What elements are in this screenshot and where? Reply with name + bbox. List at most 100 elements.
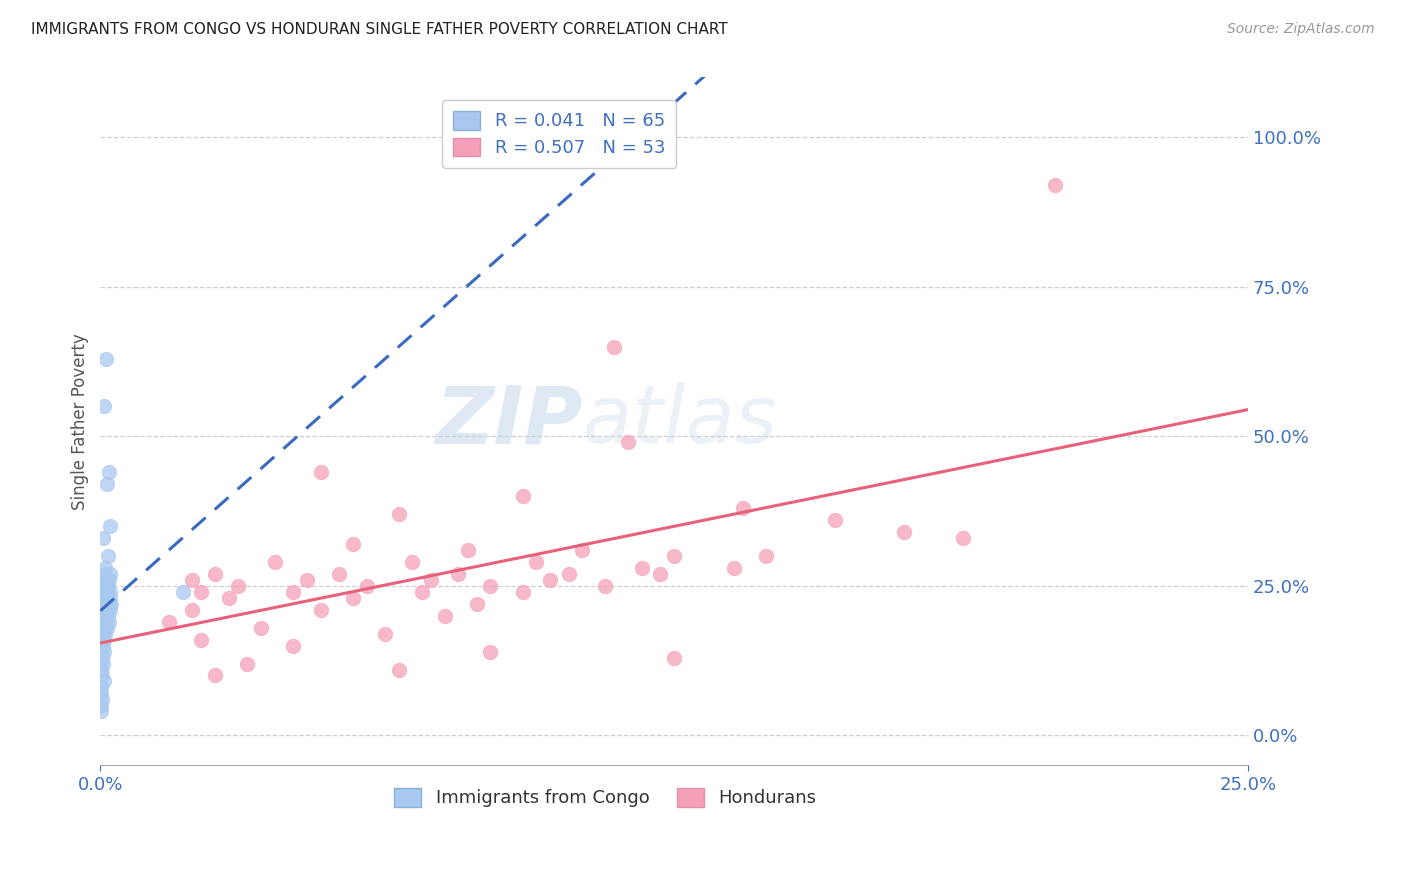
Point — [97, 591, 120, 605]
Point — [90, 591, 112, 605]
Point — [479, 644, 502, 658]
Point — [952, 531, 974, 545]
Point — [90, 650, 112, 665]
Point — [263, 555, 285, 569]
Point — [401, 555, 423, 569]
Point — [281, 584, 304, 599]
Point — [512, 489, 534, 503]
Point — [309, 465, 332, 479]
Point — [603, 340, 626, 354]
Point — [100, 597, 122, 611]
Point — [96, 621, 118, 635]
Point — [97, 615, 120, 629]
Point — [98, 584, 121, 599]
Point — [91, 639, 114, 653]
Point — [97, 579, 120, 593]
Point — [98, 603, 121, 617]
Point — [91, 668, 114, 682]
Point — [90, 692, 112, 706]
Point — [90, 626, 112, 640]
Point — [94, 608, 117, 623]
Point — [94, 561, 117, 575]
Point — [631, 561, 654, 575]
Point — [93, 621, 115, 635]
Point — [93, 400, 115, 414]
Point — [457, 542, 479, 557]
Point — [650, 566, 672, 581]
Point — [91, 591, 114, 605]
Text: ZIP: ZIP — [434, 383, 582, 460]
Point — [100, 591, 122, 605]
Point — [295, 573, 318, 587]
Point — [342, 591, 364, 605]
Point — [97, 465, 120, 479]
Point — [93, 603, 115, 617]
Point — [90, 698, 112, 713]
Point — [93, 597, 115, 611]
Point — [593, 579, 616, 593]
Point — [204, 668, 226, 682]
Point — [90, 615, 112, 629]
Point — [388, 507, 411, 521]
Point — [755, 549, 778, 563]
Point — [96, 603, 118, 617]
Point — [90, 639, 112, 653]
Point — [94, 615, 117, 629]
Point — [433, 608, 456, 623]
Point — [100, 519, 122, 533]
Point — [90, 663, 112, 677]
Point — [90, 608, 112, 623]
Point — [91, 657, 114, 671]
Point — [91, 626, 114, 640]
Point — [557, 566, 579, 581]
Point — [91, 632, 114, 647]
Point — [93, 644, 115, 658]
Point — [374, 626, 396, 640]
Point — [97, 573, 120, 587]
Point — [1043, 178, 1066, 193]
Point — [204, 566, 226, 581]
Point — [662, 650, 685, 665]
Point — [94, 591, 117, 605]
Point — [419, 573, 441, 587]
Point — [388, 663, 411, 677]
Point — [97, 549, 120, 563]
Point — [662, 549, 685, 563]
Point — [91, 608, 114, 623]
Point — [90, 621, 112, 635]
Point — [91, 531, 114, 545]
Y-axis label: Single Father Poverty: Single Father Poverty — [72, 333, 89, 509]
Point — [479, 579, 502, 593]
Point — [731, 501, 754, 516]
Point — [94, 579, 117, 593]
Point — [356, 579, 378, 593]
Point — [91, 584, 114, 599]
Point — [91, 579, 114, 593]
Point — [447, 566, 470, 581]
Text: IMMIGRANTS FROM CONGO VS HONDURAN SINGLE FATHER POVERTY CORRELATION CHART: IMMIGRANTS FROM CONGO VS HONDURAN SINGLE… — [31, 22, 728, 37]
Point — [94, 351, 117, 366]
Point — [90, 597, 112, 611]
Legend: Immigrants from Congo, Hondurans: Immigrants from Congo, Hondurans — [387, 780, 824, 814]
Point — [93, 632, 115, 647]
Point — [512, 584, 534, 599]
Point — [172, 584, 194, 599]
Point — [328, 566, 350, 581]
Point — [218, 591, 240, 605]
Point — [190, 584, 212, 599]
Point — [93, 584, 115, 599]
Point — [90, 681, 112, 695]
Point — [538, 573, 561, 587]
Point — [617, 435, 640, 450]
Point — [93, 566, 115, 581]
Point — [893, 524, 915, 539]
Point — [526, 555, 548, 569]
Point — [411, 584, 433, 599]
Point — [94, 573, 117, 587]
Text: Source: ZipAtlas.com: Source: ZipAtlas.com — [1227, 22, 1375, 37]
Point — [90, 705, 112, 719]
Point — [94, 597, 117, 611]
Point — [181, 573, 204, 587]
Point — [309, 603, 332, 617]
Point — [94, 626, 117, 640]
